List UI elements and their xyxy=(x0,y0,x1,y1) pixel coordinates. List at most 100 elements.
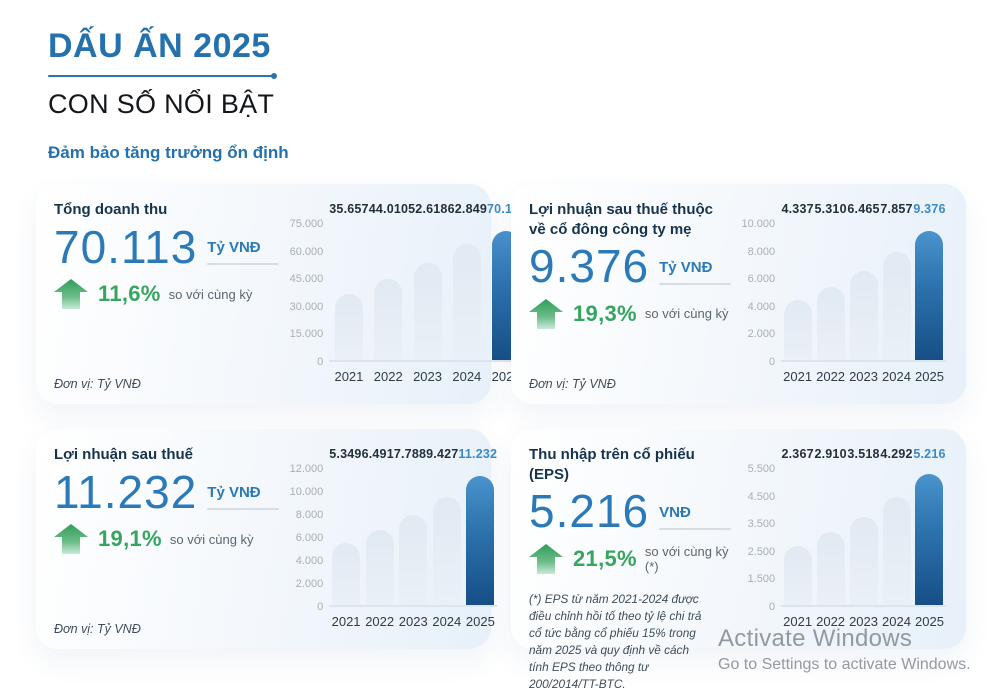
x-axis-label: 2025 xyxy=(465,614,495,629)
growth-note: so với cùng kỳ xyxy=(168,286,253,302)
chart-body: 10.000 8.000 6.000 4.000 2.000 0 xyxy=(731,218,946,368)
x-axis-label: 2022 xyxy=(816,614,846,629)
bar xyxy=(882,252,911,360)
growth-percent: 21,5% xyxy=(573,545,637,571)
bar xyxy=(365,530,394,605)
x-axis-labels: 2021 2022 2023 2024 2025 xyxy=(781,369,946,384)
y-tick-label: 0 xyxy=(769,356,776,368)
bar-value-labels: 5.349 6.491 7.788 9.427 11.232 xyxy=(329,447,497,461)
bar-column xyxy=(880,252,913,360)
y-tick-label: 15.000 xyxy=(289,328,324,341)
growth-up-arrow-icon xyxy=(54,279,88,310)
page-subtitle: CON SỐ NỔI BẬT xyxy=(48,89,275,119)
x-axis-label: 2022 xyxy=(816,369,846,384)
x-axis-labels: 2021 2022 2023 2024 2025 xyxy=(329,369,526,384)
bar-column xyxy=(363,530,397,605)
plot-area xyxy=(781,469,946,607)
growth-row: 19,3% so với cùng kỳ xyxy=(529,298,731,329)
bar-value-label: 6.465 xyxy=(847,202,880,216)
headline: 9.376 Tỷ VNĐ xyxy=(529,243,731,290)
bar-value-label: 6.491 xyxy=(361,447,394,461)
bar xyxy=(374,279,403,360)
watermark-line1: Activate Windows xyxy=(718,625,913,652)
bar-value-label: 9.376 xyxy=(913,202,946,216)
growth-percent: 19,3% xyxy=(573,300,637,326)
bar-value-label: 52.618 xyxy=(408,202,448,216)
bar xyxy=(332,543,361,605)
y-tick-label: 5.500 xyxy=(747,463,776,475)
growth-percent: 11,6% xyxy=(98,281,161,307)
headline-unit: Tỷ VNĐ xyxy=(207,484,279,510)
card-title: Tổng doanh thu xyxy=(54,201,168,218)
y-tick-label: 45.000 xyxy=(289,273,324,286)
eps-footnote: (*) EPS từ năm 2021-2024 được điều chỉnh… xyxy=(529,591,702,691)
bar-column xyxy=(396,515,430,605)
bar-value-label: 44.010 xyxy=(368,202,409,216)
title-underline xyxy=(48,73,277,79)
x-axis-label: 2023 xyxy=(849,369,878,384)
y-tick-label: 30.000 xyxy=(289,300,324,313)
x-axis-labels: 2021 2022 2023 2024 2025 xyxy=(329,614,497,629)
unit-note: Đơn vị: Tỷ VNĐ xyxy=(54,377,141,391)
bar-column xyxy=(408,263,447,360)
x-axis-label: 2024 xyxy=(882,369,911,384)
card-loi-nhuan-co-dong-cong-ty-me: Lợi nhuận sau thuế thuộc về cổ đông công… xyxy=(511,184,966,404)
chart-body: 75.000 60.000 45.000 30.000 15.000 0 xyxy=(279,218,526,368)
growth-row: 21,5% so với cùng kỳ (*) xyxy=(529,543,731,574)
bar-column xyxy=(913,474,946,605)
x-axis-label: 2021 xyxy=(783,369,813,384)
y-tick-label: 10.000 xyxy=(289,486,324,498)
headline-unit: VNĐ xyxy=(659,504,731,530)
bar-column xyxy=(781,300,814,360)
y-tick-label: 2.000 xyxy=(295,578,324,590)
y-tick-label: 3.500 xyxy=(747,518,776,531)
bar xyxy=(466,476,495,605)
y-tick-label: 2.500 xyxy=(747,545,776,558)
bar xyxy=(783,300,812,360)
x-axis-label: 2024 xyxy=(452,369,482,384)
growth-row: 19,1% so với cùng kỳ xyxy=(54,524,279,555)
chart-body: 5.500 4.500 3.500 2.500 1.500 0 xyxy=(731,463,946,613)
bar-value-label: 2.367 xyxy=(781,447,814,461)
y-tick-label: 0 xyxy=(317,356,324,368)
y-axis: 12.000 10.000 8.000 6.000 4.000 2.000 0 xyxy=(279,463,324,613)
y-tick-label: 2.000 xyxy=(747,328,776,341)
bar xyxy=(452,244,481,360)
bar xyxy=(849,517,878,605)
x-axis-labels: 2021 2022 2023 2024 2025 xyxy=(781,614,946,629)
y-tick-label: 6.000 xyxy=(295,532,324,544)
card-title: Lợi nhuận sau thuế xyxy=(54,446,193,463)
y-axis: 75.000 60.000 45.000 30.000 15.000 0 xyxy=(279,218,324,368)
card-title: Thu nhập trên cổ phiếu (EPS) xyxy=(529,446,695,483)
growth-note: so với cùng kỳ (*) xyxy=(644,543,729,574)
unit-note: Đơn vị: Tỷ VNĐ xyxy=(54,622,141,636)
headline-value: 70.113 xyxy=(54,220,198,273)
x-axis-label: 2021 xyxy=(783,614,813,629)
headline-value: 9.376 xyxy=(529,240,650,292)
bar-column xyxy=(464,476,498,605)
x-axis-label: 2025 xyxy=(915,369,944,384)
bar-chart-tong-doanh-thu: 35.657 44.010 52.618 62.849 70.113 75.000 60.0… xyxy=(279,200,526,391)
y-axis: 10.000 8.000 6.000 4.000 2.000 0 xyxy=(731,218,776,368)
x-axis-label: 2025 xyxy=(915,614,944,629)
bar-value-label: 2.910 xyxy=(814,447,847,461)
card-loi-nhuan-sau-thue: Lợi nhuận sau thuế 11.232 Tỷ VNĐ 19,1% s… xyxy=(36,429,498,649)
y-tick-label: 0 xyxy=(769,601,776,613)
y-tick-label: 60.000 xyxy=(289,245,324,258)
bar xyxy=(915,231,944,360)
bar-chart-loi-nhuan-sau-thue: 5.349 6.491 7.788 9.427 11.232 12.000 10.000 8.… xyxy=(279,445,498,636)
bar-column xyxy=(329,294,368,360)
growth-note: so với cùng kỳ xyxy=(644,306,729,322)
bar-value-labels: 2.367 2.910 3.518 4.292 5.216 xyxy=(781,447,946,461)
growth-up-arrow-icon xyxy=(529,543,563,574)
bar xyxy=(882,497,911,605)
y-tick-label: 6.000 xyxy=(747,273,776,286)
bar-value-label: 35.657 xyxy=(329,202,369,216)
bar-value-label: 5.216 xyxy=(913,447,946,461)
bar xyxy=(413,263,442,360)
headline-unit: Tỷ VNĐ xyxy=(207,239,279,265)
chart-body: 12.000 10.000 8.000 6.000 4.000 2.000 0 xyxy=(279,463,498,613)
y-axis: 5.500 4.500 3.500 2.500 1.500 0 xyxy=(731,463,776,613)
bar xyxy=(432,497,461,605)
